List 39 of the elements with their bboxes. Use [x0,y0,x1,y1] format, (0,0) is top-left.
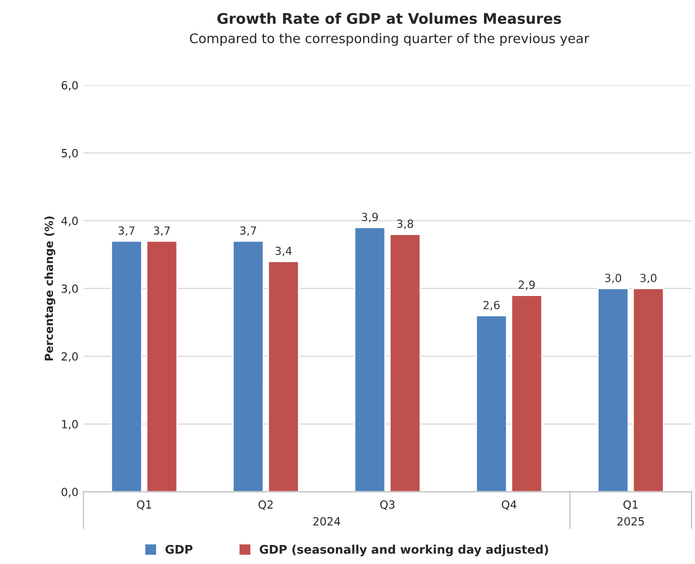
y-tick-label: 1,0 [62,420,78,430]
y-tick-label: 2,0 [62,352,78,362]
bar [110,240,142,492]
x-tick-label: Q4 [502,500,516,510]
data-label: 3,0 [605,274,622,284]
bar [597,288,629,492]
x-tick-label: Q1 [623,500,638,510]
y-tick-label: 6,0 [62,81,78,91]
bar [268,260,300,492]
bar [510,294,543,492]
y-tick-label: 3,0 [62,284,78,294]
x-tick-label: Q1 [136,500,152,510]
data-label: 3,8 [397,220,414,230]
x-tick-label: Q2 [258,500,273,510]
chart-subtitle: Compared to the corresponding quarter of the previous year [190,33,590,46]
data-label: 3,7 [118,226,134,236]
y-tick-label: 5,0 [62,148,78,158]
legend-label: GDP [165,544,193,554]
bar [632,288,664,492]
bar [354,226,386,492]
legend-label: GDP (seasonally and working day adjusted) [260,544,548,556]
bar [232,240,264,492]
text: 2024 [313,517,340,526]
y-axis-title: Percentage change (%) [44,216,56,360]
data-label: 2,6 [483,300,500,310]
bar [389,234,421,492]
data-label: 3,7 [154,226,170,236]
text: 2025 [617,517,644,526]
chart-title: Growth Rate of GDP at Volumes Measures [217,12,562,24]
bar [146,240,178,492]
y-tick-label: 0,0 [62,488,78,498]
data-label: 3,0 [640,274,656,284]
y-tick-label: 4,0 [61,216,78,226]
data-label: 3,7 [240,226,256,236]
data-label: 3,4 [275,246,292,256]
data-label: 2,9 [518,280,535,290]
data-label: 3,9 [362,212,378,222]
bar [476,314,508,492]
x-tick-label: Q3 [380,500,394,510]
